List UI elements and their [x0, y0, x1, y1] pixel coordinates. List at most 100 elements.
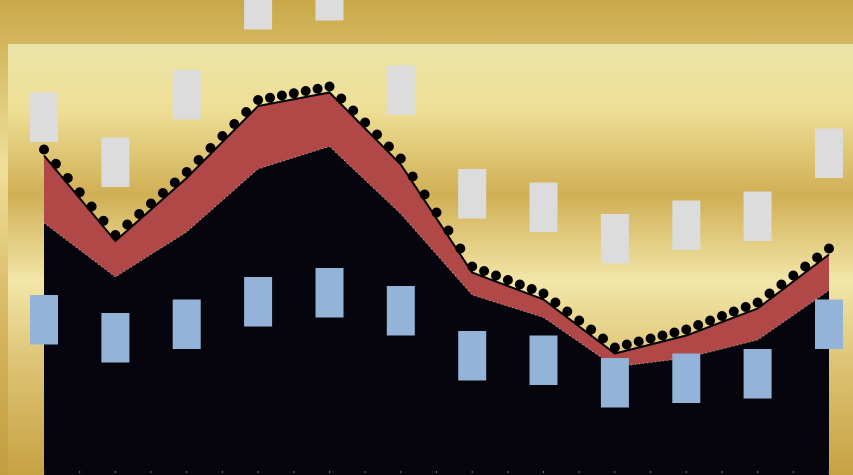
series-1-edge: [43, 146, 830, 368]
series-2-marker: [717, 311, 727, 321]
series-2-marker: [288, 88, 299, 99]
series-2-marker: [491, 270, 501, 281]
area-layer: [43, 91, 830, 475]
upper-box: [672, 200, 701, 250]
series-2-marker: [645, 333, 656, 344]
lower-box: [743, 349, 772, 399]
series-2-marker: [693, 320, 704, 330]
series-2-marker: [514, 279, 525, 290]
series-2-marker: [657, 330, 668, 341]
lower-box: [815, 299, 843, 349]
series-2-marker: [372, 129, 382, 140]
series-2-marker: [550, 297, 561, 308]
series-2-band: [44, 92, 829, 367]
series-2-marker: [312, 83, 323, 94]
series-2-marker: [62, 173, 73, 183]
lower-box: [458, 331, 487, 381]
series-2-marker: [502, 275, 513, 285]
upper-box: [101, 137, 130, 187]
series-2-marker: [74, 187, 85, 198]
series-2-marker: [586, 324, 597, 335]
upper-box: [30, 92, 58, 142]
series-2-marker: [146, 198, 156, 209]
upper-box: [386, 65, 415, 115]
series-2-marker: [360, 117, 371, 128]
series-2-marker: [193, 155, 204, 165]
upper-box: [315, 0, 344, 21]
series-2-marker: [728, 306, 739, 317]
lower-box: [672, 353, 701, 403]
series-2-marker: [800, 261, 811, 272]
series-2-marker: [752, 297, 763, 308]
series-2-marker: [217, 131, 228, 141]
series-2-marker: [788, 270, 799, 281]
series-2-marker: [764, 288, 775, 299]
series-2-marker: [455, 243, 466, 254]
series-2-marker: [39, 144, 49, 155]
series-2-marker: [526, 284, 537, 294]
upper-box: [743, 191, 772, 241]
series-2-marker: [241, 107, 252, 117]
lower-box: [172, 299, 201, 349]
series-2-marker: [562, 306, 573, 317]
series-2-outline: [43, 91, 830, 355]
series-2-marker: [395, 153, 406, 164]
series-2-marker: [86, 201, 97, 212]
lower-box: [386, 286, 415, 336]
series-2-marker: [574, 315, 585, 326]
box-layer: [30, 0, 843, 408]
series-2-marker: [407, 171, 418, 182]
series-2-marker: [538, 288, 549, 299]
upper-box: [172, 70, 201, 120]
series-2-marker: [431, 207, 442, 218]
series-2-marker: [122, 219, 133, 230]
series-2-marker: [812, 252, 823, 263]
series-2-marker: [443, 225, 454, 236]
series-2-marker: [181, 167, 192, 177]
series-2-marker: [419, 189, 430, 200]
lower-box: [600, 358, 629, 408]
series-2-marker: [265, 92, 275, 103]
lower-box: [30, 295, 58, 345]
upper-box: [600, 214, 629, 264]
series-2-marker: [50, 158, 61, 169]
upper-box: [458, 169, 487, 219]
series-2-marker: [669, 327, 680, 338]
series-2-marker: [824, 243, 834, 254]
upper-box: [815, 128, 843, 178]
series-2-marker: [276, 90, 287, 101]
upper-box: [529, 182, 558, 232]
lower-box: [101, 313, 130, 363]
series-2-marker: [383, 141, 394, 152]
series-2-marker: [336, 93, 347, 104]
series-2-marker: [205, 143, 216, 153]
series-2-marker: [300, 86, 311, 96]
series-2-marker: [633, 336, 644, 347]
marker-layer: [39, 81, 834, 353]
series-2-marker: [479, 266, 490, 276]
lower-box: [529, 335, 558, 385]
lower-box: [315, 268, 344, 318]
series-2-marker: [134, 209, 145, 219]
series-2-marker: [157, 188, 168, 198]
baseline-ticks: [43, 471, 830, 473]
series-1-area: [44, 146, 829, 475]
series-2-marker: [621, 339, 632, 350]
series-2-marker: [776, 279, 787, 290]
series-2-marker: [169, 177, 180, 188]
series-2-marker: [598, 333, 608, 344]
series-2-marker: [98, 215, 109, 226]
lower-box: [244, 277, 273, 327]
series-2-marker: [609, 342, 620, 353]
upper-box: [244, 0, 273, 30]
series-2-marker: [705, 315, 716, 326]
series-2-marker: [110, 230, 121, 240]
series-2-marker: [324, 81, 335, 92]
series-2-marker: [229, 119, 240, 129]
series-2-marker: [253, 95, 264, 105]
series-2-marker: [740, 302, 751, 312]
series-2-marker: [467, 261, 478, 272]
series-2-marker: [681, 324, 692, 335]
